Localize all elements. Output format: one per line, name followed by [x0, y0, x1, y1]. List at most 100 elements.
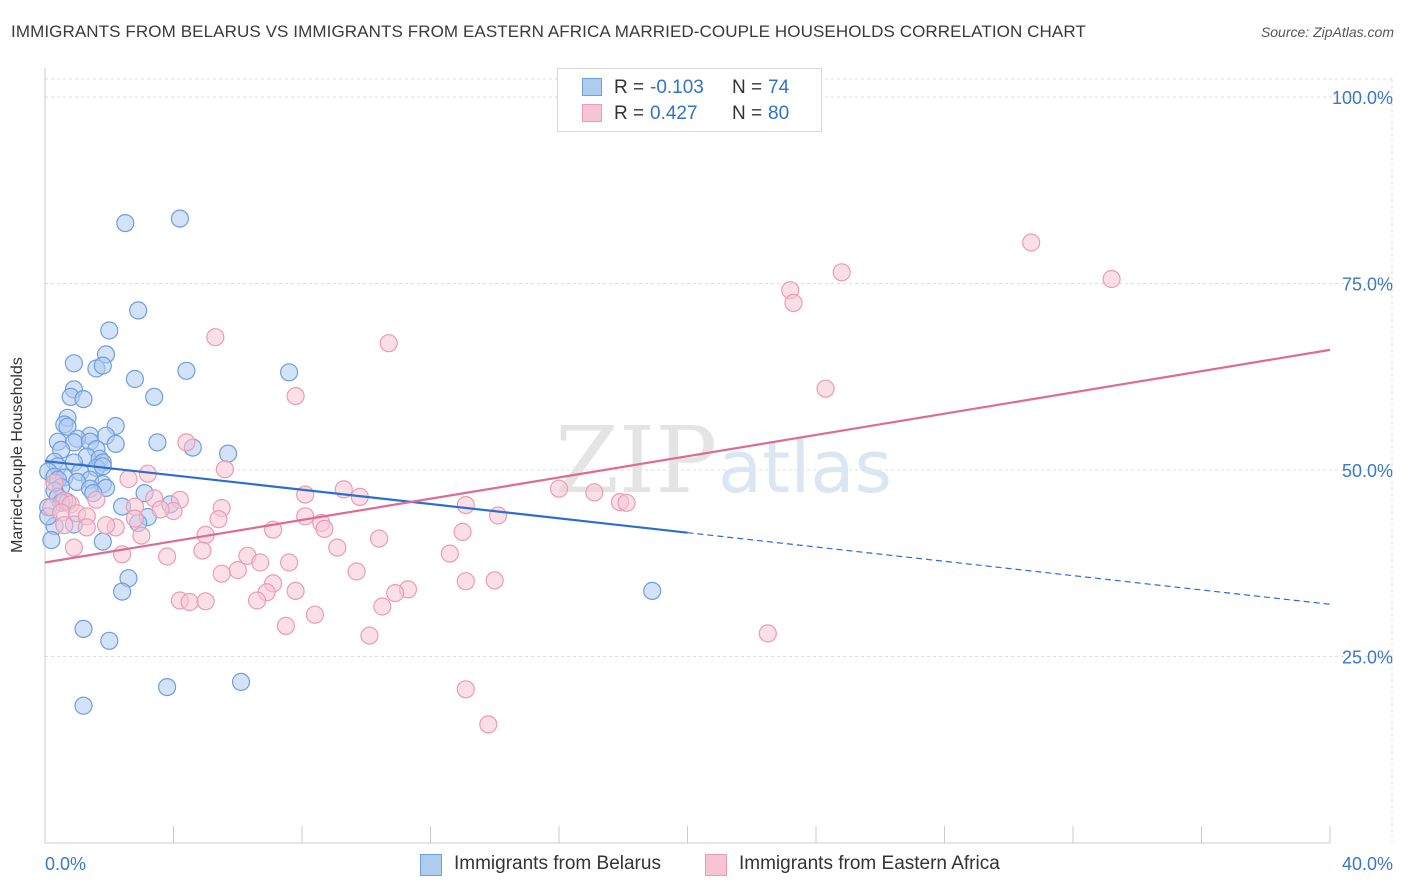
point-eafrica	[315, 519, 334, 539]
r-value: 0.427	[650, 103, 698, 124]
point-eafrica	[251, 553, 270, 572]
point-belarus	[170, 209, 189, 228]
point-belarus	[42, 530, 61, 550]
point-eafrica	[177, 433, 196, 452]
point-eafrica	[1102, 269, 1121, 289]
point-eafrica	[77, 518, 96, 537]
point-eafrica	[286, 581, 305, 601]
point-eafrica	[87, 490, 106, 509]
point-eafrica	[193, 541, 212, 560]
point-eafrica	[549, 479, 569, 498]
point-belarus	[100, 631, 119, 650]
point-eafrica	[228, 560, 247, 580]
n-value: 74	[768, 77, 790, 98]
point-eafrica	[456, 496, 475, 515]
point-eafrica	[456, 680, 475, 699]
point-eafrica	[45, 473, 64, 492]
y-axis-label: Married-couple Households	[9, 357, 26, 553]
legend-label-belarus: Immigrants from Belarus	[454, 853, 661, 874]
tick-labels: 25.0% 50.0% 75.0% 100.0% 0.0% 40.0%	[45, 88, 1393, 874]
point-eafrica	[212, 564, 231, 583]
point-eafrica	[305, 605, 324, 624]
point-eafrica	[119, 469, 138, 489]
n-value: 80	[768, 103, 790, 124]
point-belarus	[93, 356, 112, 375]
point-eafrica	[206, 328, 225, 347]
r-label: R =	[614, 77, 645, 98]
point-eafrica	[209, 510, 228, 529]
x-tick-label: 0.0%	[45, 854, 86, 874]
point-belarus	[231, 672, 251, 692]
point-belarus	[93, 532, 112, 551]
r-label: R =	[614, 103, 645, 124]
point-eafrica	[386, 583, 405, 603]
point-belarus	[74, 619, 93, 639]
point-eafrica	[440, 544, 459, 563]
point-belarus	[112, 582, 132, 601]
trend-line-eafrica	[44, 348, 1331, 564]
source-label: Source: ZipAtlas.com	[1260, 24, 1394, 40]
trend-line-belarus	[44, 459, 688, 534]
trend-line-belarus-extrapolated	[687, 532, 1331, 605]
legend-swatch-eafrica	[705, 854, 727, 876]
point-belarus	[643, 581, 662, 601]
point-belarus	[125, 369, 144, 389]
point-eafrica	[488, 506, 508, 525]
point-belarus	[58, 417, 77, 436]
point-eafrica	[617, 493, 636, 512]
chart-title: IMMIGRANTS FROM BELARUS VS IMMIGRANTS FR…	[11, 22, 1086, 41]
point-eafrica	[64, 538, 84, 557]
point-eafrica	[276, 616, 295, 636]
point-eafrica	[479, 715, 498, 734]
point-belarus	[64, 354, 84, 373]
point-belarus	[129, 301, 148, 320]
point-eafrica	[55, 516, 74, 535]
point-eafrica	[132, 526, 151, 545]
point-eafrica	[328, 538, 347, 557]
point-belarus	[74, 390, 93, 409]
stats-box: R = -0.103 N = 74 R = 0.427 N = 80	[557, 68, 822, 132]
point-belarus	[145, 387, 164, 406]
r-value: -0.103	[650, 77, 704, 98]
point-eafrica	[151, 500, 170, 519]
point-eafrica	[453, 522, 472, 542]
point-belarus	[116, 214, 135, 233]
y-tick-label: 25.0%	[1342, 648, 1393, 668]
point-belarus	[280, 363, 299, 382]
point-eafrica	[1022, 233, 1041, 252]
point-eafrica	[286, 387, 305, 406]
point-eafrica	[96, 516, 116, 535]
point-eafrica	[832, 263, 851, 282]
n-label: N =	[732, 77, 763, 98]
legend-swatch-belarus	[420, 854, 442, 876]
y-tick-label: 75.0%	[1342, 275, 1393, 295]
point-eafrica	[296, 507, 315, 526]
point-eafrica	[373, 597, 392, 616]
point-eafrica	[585, 483, 604, 502]
point-eafrica	[758, 624, 777, 643]
point-eafrica	[379, 334, 398, 353]
point-eafrica	[247, 591, 267, 610]
point-eafrica	[370, 529, 389, 548]
belarus-swatch	[582, 78, 602, 96]
watermark-atlas: atlas	[718, 425, 892, 509]
trend-lines	[44, 348, 1331, 605]
point-eafrica	[456, 572, 475, 591]
y-axis-label-wrap: Married-couple Households	[9, 357, 38, 553]
point-belarus	[177, 361, 196, 380]
grid-lines	[45, 78, 1395, 843]
eafrica-swatch	[582, 104, 602, 122]
point-eafrica	[816, 379, 835, 398]
point-eafrica	[784, 293, 803, 312]
point-eafrica	[158, 547, 177, 566]
data-points	[39, 209, 1121, 734]
point-eafrica	[180, 592, 199, 612]
point-belarus	[158, 677, 177, 697]
point-belarus	[100, 321, 119, 340]
point-eafrica	[347, 562, 366, 581]
y-tick-label: 100.0%	[1332, 88, 1393, 108]
y-tick-label: 50.0%	[1342, 461, 1393, 481]
watermark: ZIP atlas	[555, 407, 892, 514]
watermark-zip: ZIP	[555, 407, 717, 514]
